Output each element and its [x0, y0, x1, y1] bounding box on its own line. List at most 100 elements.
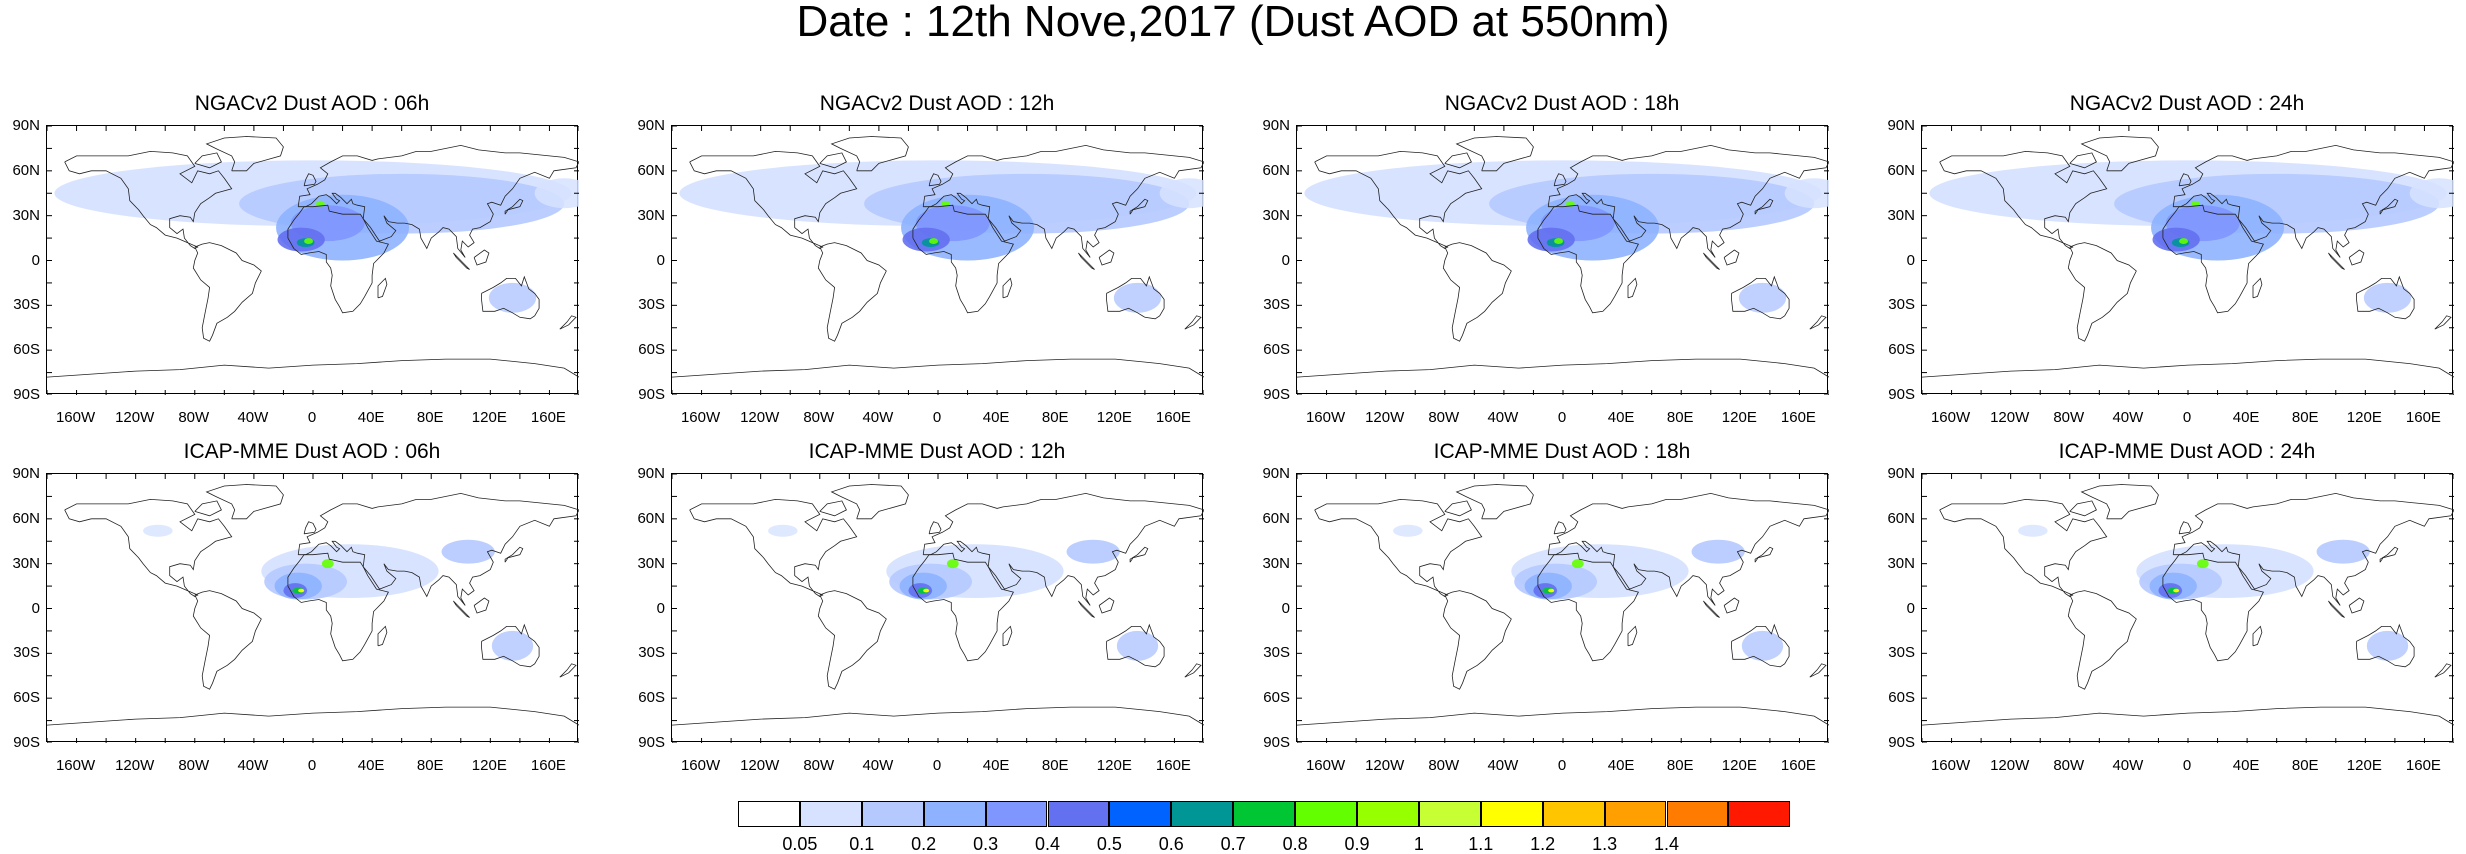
lat-label: 30N: [1887, 554, 1915, 572]
lon-label: 120W: [1990, 757, 2030, 774]
coastline: [2328, 600, 2345, 618]
dust-plume: [2409, 178, 2454, 209]
colorbar-swatch: [923, 801, 986, 827]
coastline: [1553, 173, 1567, 187]
world-map: [672, 126, 1204, 395]
dust-plume: [2179, 238, 2188, 245]
lat-label: 90N: [1887, 117, 1915, 134]
coastline: [1723, 249, 1740, 266]
lat-label: 90N: [12, 465, 40, 482]
dust-plume: [2363, 282, 2412, 313]
coastline: [1703, 600, 1720, 618]
coastline: [47, 358, 579, 378]
colorbar-swatch: [1480, 801, 1543, 827]
lat-label: 90N: [1887, 465, 1915, 482]
lon-label: 80W: [803, 757, 835, 774]
lat-label: 0: [1906, 599, 1915, 617]
lat-label: 30N: [12, 206, 40, 224]
lon-label: 40E: [2232, 409, 2260, 426]
coastline: [1442, 242, 1512, 342]
map-panel: NGACv2 Dust AOD : 24h 90N 60N 30N 0 30S 60S 90S…: [1887, 93, 2454, 426]
dust-plume: [2190, 200, 2200, 207]
lat-label: 30S: [638, 296, 665, 314]
dust-plume: [1393, 524, 1423, 537]
lat-label: 90S: [1888, 734, 1915, 751]
lon-label: 80W: [2053, 409, 2085, 426]
lat-label: 90N: [1262, 465, 1290, 482]
lat-label: 90N: [12, 117, 40, 134]
map-panel: NGACv2 Dust AOD : 06h 90N 60N 30N 0 30S 60S 90S…: [12, 93, 579, 425]
coastline: [1731, 275, 1790, 320]
lon-label: 160W: [1305, 409, 1346, 426]
lon-label: 120W: [115, 757, 155, 774]
coastline: [559, 663, 577, 678]
colorbar-label: 0.2: [911, 834, 937, 854]
lon-label: 0: [1557, 757, 1567, 774]
coastline: [1184, 315, 1202, 330]
map-frame: [46, 125, 579, 395]
lat-label: 0: [656, 251, 665, 269]
coastline: [1098, 597, 1115, 614]
dust-plume: [940, 200, 950, 207]
lon-label: 160E: [2405, 409, 2441, 426]
world-map: [1297, 126, 1829, 395]
lon-label: 40E: [982, 757, 1010, 774]
lat-label: 30N: [1262, 206, 1290, 224]
lon-label: 80W: [2053, 757, 2085, 774]
dust-plume: [1113, 282, 1162, 313]
coastline: [2067, 242, 2137, 342]
lon-label: 40W: [1487, 409, 1519, 426]
colorbar-swatch: [1542, 801, 1605, 827]
coastline: [1939, 498, 2108, 597]
lon-label: 160W: [1305, 757, 1346, 774]
coastline: [205, 136, 284, 172]
world-map: [1922, 126, 2454, 395]
coastline: [2434, 663, 2452, 678]
lon-label: 40W: [2112, 757, 2144, 774]
coastline: [817, 590, 887, 690]
lat-label: 0: [656, 599, 665, 617]
coastline: [922, 144, 1204, 258]
coastline: [1553, 521, 1567, 535]
world-map: [672, 474, 1204, 743]
coastline: [473, 249, 490, 266]
panel-title: ICAP-MME Dust AOD : 24h: [2058, 440, 2316, 463]
coastline: [2348, 597, 2365, 614]
lat-label: 60S: [13, 689, 40, 707]
colorbar-swatch: [861, 801, 924, 827]
dust-plume: [488, 282, 537, 313]
lon-label: 80E: [1666, 757, 1694, 774]
colorbar-swatch: [1357, 801, 1419, 827]
coastline: [689, 150, 858, 249]
lon-label: 160W: [55, 757, 96, 774]
colorbar-swatch: [985, 801, 1048, 827]
coastline: [1184, 663, 1202, 678]
coastline: [819, 152, 847, 169]
dust-plume: [304, 238, 314, 245]
coastline: [1754, 546, 1774, 563]
coastline: [453, 600, 470, 618]
colorbar-swatch: [1418, 801, 1481, 827]
lon-label: 80E: [2291, 409, 2319, 426]
lon-label: 120W: [1365, 409, 1405, 426]
lon-label: 120W: [1365, 757, 1405, 774]
coastline: [2080, 484, 2159, 520]
colorbar-swatch: [799, 801, 862, 827]
coastline: [1547, 144, 1829, 258]
dust-plume: [2196, 559, 2209, 569]
map-panel: ICAP-MME Dust AOD : 18h 90N 60N 30N 0 30S 60S 9…: [1262, 440, 1829, 774]
dust-plume: [1571, 559, 1584, 569]
coastline: [672, 706, 1204, 726]
lon-label: 120E: [471, 757, 507, 774]
colorbar-label: 0.1: [849, 834, 875, 854]
colorbar-label: 0.5: [1096, 834, 1122, 854]
dust-plume: [1691, 539, 1745, 564]
coastline: [1314, 150, 1483, 249]
coastline: [64, 498, 233, 597]
coastline: [287, 552, 389, 662]
panel-title: ICAP-MME Dust AOD : 18h: [1433, 440, 1691, 463]
colorbar-swatch: [1295, 801, 1357, 827]
lat-label: 60N: [1262, 161, 1290, 179]
lat-label: 90S: [1263, 386, 1290, 403]
lon-label: 160E: [1780, 757, 1816, 774]
